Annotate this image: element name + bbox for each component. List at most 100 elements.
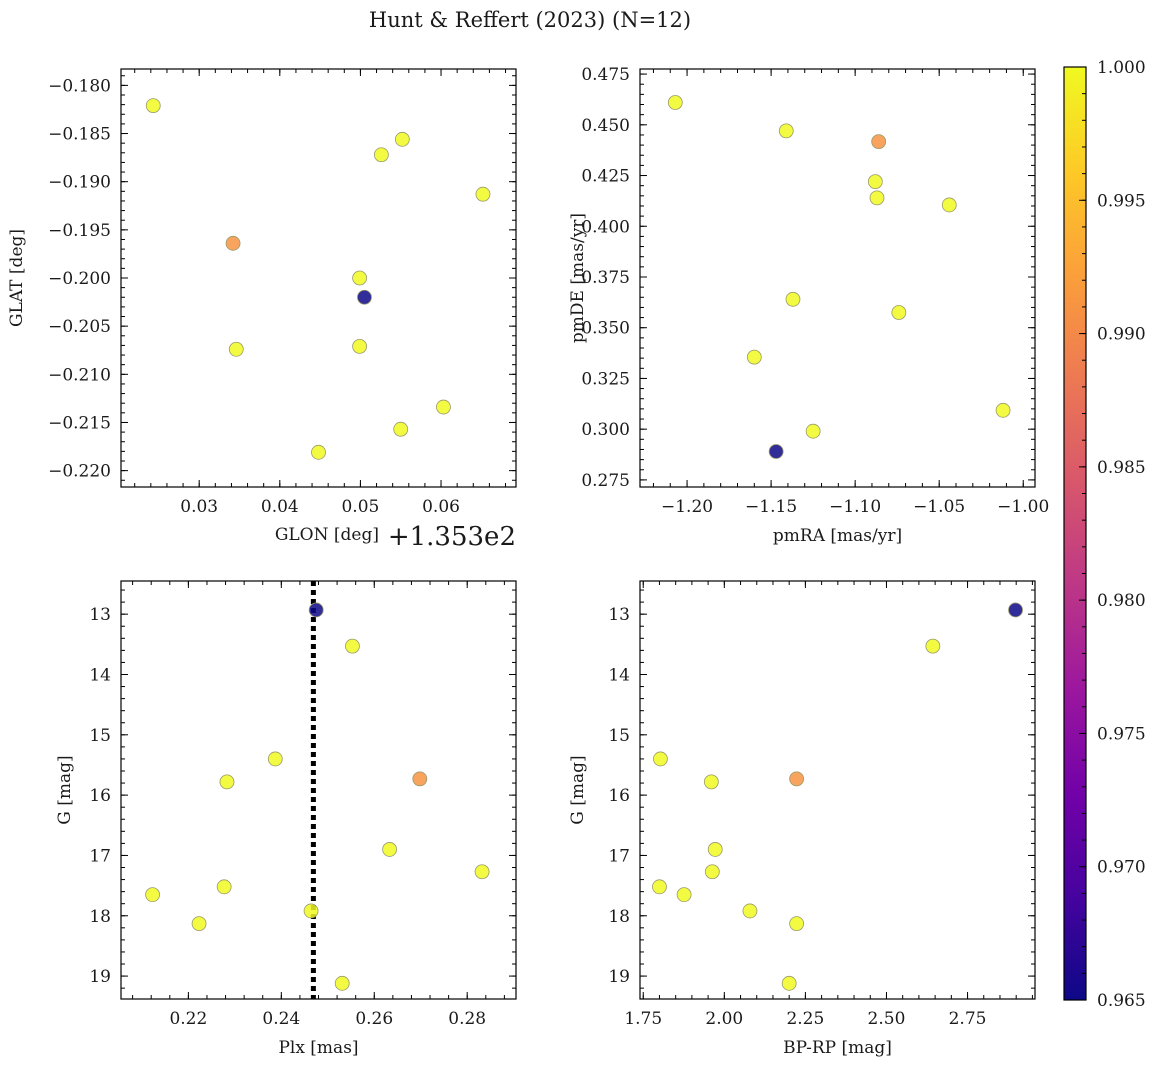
x-axis-label: pmRA [mas/yr] [773, 526, 902, 546]
colorbar-tick-label: 0.995 [1097, 191, 1146, 211]
y-tick-label: 0.400 [581, 217, 630, 237]
data-point [225, 235, 241, 251]
x-tick-label: 2.75 [949, 1009, 987, 1029]
data-point [746, 349, 762, 365]
data-point [475, 186, 491, 202]
y-axis-label: G [mag] [55, 755, 75, 824]
x-tick-label: 2.25 [786, 1009, 824, 1029]
y-tick-label: 14 [89, 665, 111, 685]
y-tick-label: −0.195 [48, 221, 111, 241]
data-point [891, 305, 907, 320]
y-tick-label: 0.425 [581, 167, 630, 187]
y-tick-label: 0.325 [581, 369, 630, 389]
panel-bprp-g: 1.75 2.00 2.25 2.50 2.75 13 14 15 16 17 18 19 BP-RP … [568, 580, 1036, 1058]
x-tick-label: 0.05 [341, 497, 379, 517]
y-tick-label: 15 [608, 726, 630, 746]
y-tick-label: −0.215 [48, 413, 111, 433]
y-axis-label: G [mag] [568, 755, 588, 824]
colorbar-tick-label: 1.000 [1097, 58, 1146, 78]
x-tick-label: −1.00 [997, 497, 1049, 517]
colorbar-tick-label: 0.985 [1097, 458, 1146, 478]
colorbar-tick-label: 0.980 [1097, 591, 1146, 611]
x-tick-label: −1.05 [913, 497, 965, 517]
data-point [785, 291, 801, 307]
data-point [707, 842, 723, 857]
data-point [703, 774, 719, 790]
y-tick-label: 15 [89, 726, 111, 746]
data-point [228, 341, 244, 357]
x-tick-label: 0.03 [180, 497, 218, 517]
x-axis-label: Plx [mas] [278, 1038, 358, 1058]
data-point [789, 916, 805, 932]
y-tick-label: 16 [89, 786, 111, 806]
x-tick-label: 0.26 [355, 1009, 393, 1029]
x-tick-label: −1.15 [745, 497, 797, 517]
data-point [871, 134, 887, 150]
y-tick-label: −0.220 [48, 462, 111, 482]
colorbar-tick-label: 0.965 [1097, 991, 1146, 1011]
colorbar-scale [1063, 66, 1087, 1001]
data-point [676, 887, 692, 903]
data-point [357, 289, 372, 305]
data-point [219, 774, 235, 790]
y-tick-label: 19 [608, 967, 630, 987]
y-tick-label: −0.180 [48, 76, 111, 96]
x-tick-label: 2.00 [705, 1009, 743, 1029]
data-point [995, 402, 1011, 418]
data-point [768, 444, 784, 459]
data-point [436, 399, 451, 415]
data-point [925, 638, 941, 654]
y-tick-label: −0.210 [48, 365, 111, 385]
colorbar-tick-label: 0.990 [1097, 325, 1146, 345]
y-axis-label: pmDE [mas/yr] [568, 213, 588, 343]
y-axis-label: GLAT [deg] [7, 229, 27, 327]
data-point [742, 903, 758, 919]
data-point [145, 98, 161, 113]
data-point [867, 174, 883, 190]
data-point [345, 638, 360, 654]
y-tick-label: 19 [89, 967, 111, 987]
data-point [474, 864, 490, 880]
x-tick-label: 0.04 [261, 497, 299, 517]
axes-frame [120, 580, 517, 1000]
data-point [334, 975, 350, 991]
axes-frame [639, 68, 1036, 488]
axes-frame [639, 580, 1036, 1000]
panel-pmra-pmde: −1.20 −1.15 −1.10 −1.05 −1.00 0.275 0.300 0.325… [568, 65, 1049, 546]
data-point [805, 423, 821, 439]
x-offset-label: +1.353e2 [388, 522, 516, 552]
data-point [394, 131, 410, 147]
colorbar: 0.965 0.970 0.975 0.980 0.985 0.990 0.995 1.000 [1063, 58, 1146, 1011]
data-point [1008, 602, 1023, 618]
y-tick-label: 0.375 [581, 268, 630, 288]
y-tick-label: 14 [608, 665, 630, 685]
data-point [941, 197, 957, 213]
y-tick-label: 13 [608, 605, 630, 625]
y-tick-label: 16 [608, 786, 630, 806]
y-tick-label: −0.190 [48, 173, 111, 193]
data-point [373, 147, 389, 163]
data-point [382, 842, 398, 857]
data-point [352, 270, 368, 286]
figure-title: Hunt & Reffert (2023) (N=12) [369, 8, 691, 32]
data-point [653, 751, 668, 767]
x-tick-label: −1.20 [661, 497, 713, 517]
x-tick-label: 1.75 [624, 1009, 662, 1029]
x-axis-label: BP-RP [mag] [783, 1038, 892, 1058]
y-tick-label: 13 [89, 605, 111, 625]
data-point [393, 421, 409, 437]
x-tick-label: 0.24 [262, 1009, 300, 1029]
data-point [667, 95, 683, 110]
y-tick-label: 17 [89, 846, 111, 866]
data-point [191, 916, 207, 932]
y-tick-label: 0.275 [581, 471, 630, 491]
data-point [781, 975, 797, 991]
panel-plx-g: 0.22 0.24 0.26 0.28 13 14 15 16 17 18 19 Plx [mas] G… [55, 580, 517, 1058]
data-point [216, 879, 232, 895]
x-axis-label: GLON [deg] [275, 525, 379, 545]
y-tick-label: 0.450 [581, 116, 630, 136]
data-point [869, 190, 885, 206]
x-tick-label: 0.28 [448, 1009, 486, 1029]
panels: 0.03 0.04 0.05 0.06 −0.220 −0.215 −0.210 −0.205… [7, 65, 1049, 1058]
